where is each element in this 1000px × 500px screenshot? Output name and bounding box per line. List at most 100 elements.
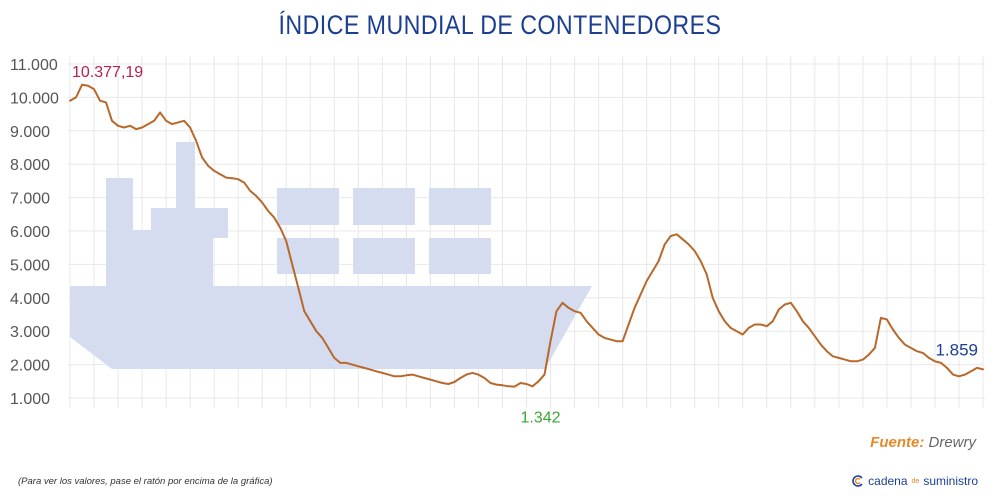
- data-point[interactable]: [272, 216, 276, 220]
- data-point[interactable]: [464, 373, 468, 377]
- data-point[interactable]: [182, 119, 186, 123]
- data-point[interactable]: [128, 124, 132, 128]
- data-point[interactable]: [98, 99, 102, 103]
- data-point[interactable]: [693, 249, 697, 253]
- data-point[interactable]: [705, 272, 709, 276]
- data-point[interactable]: [603, 336, 607, 340]
- data-point[interactable]: [795, 309, 799, 313]
- data-point[interactable]: [621, 339, 625, 343]
- data-point[interactable]: [512, 385, 516, 389]
- data-point[interactable]: [855, 359, 859, 363]
- data-point[interactable]: [308, 319, 312, 323]
- data-point[interactable]: [981, 367, 985, 371]
- data-point[interactable]: [236, 177, 240, 181]
- data-point[interactable]: [663, 242, 667, 246]
- data-point[interactable]: [398, 374, 402, 378]
- data-point[interactable]: [723, 319, 727, 323]
- data-point[interactable]: [356, 364, 360, 368]
- data-point[interactable]: [531, 384, 535, 388]
- data-point[interactable]: [645, 279, 649, 283]
- data-point[interactable]: [891, 328, 895, 332]
- data-point[interactable]: [404, 373, 408, 377]
- data-point[interactable]: [482, 376, 486, 380]
- data-point[interactable]: [561, 301, 565, 305]
- data-point[interactable]: [885, 318, 889, 322]
- data-point[interactable]: [140, 125, 144, 129]
- data-point[interactable]: [909, 346, 913, 350]
- data-point[interactable]: [543, 373, 547, 377]
- data-point[interactable]: [488, 381, 492, 385]
- data-point[interactable]: [284, 239, 288, 243]
- data-point[interactable]: [452, 380, 456, 384]
- data-point[interactable]: [368, 368, 372, 372]
- data-point[interactable]: [326, 346, 330, 350]
- data-point[interactable]: [657, 259, 661, 263]
- data-point[interactable]: [242, 181, 246, 185]
- data-point[interactable]: [266, 209, 270, 213]
- data-point[interactable]: [338, 361, 342, 365]
- data-point[interactable]: [116, 124, 120, 128]
- data-point[interactable]: [627, 323, 631, 327]
- data-point[interactable]: [152, 119, 156, 123]
- data-point[interactable]: [549, 339, 553, 343]
- data-point[interactable]: [158, 110, 162, 114]
- data-point[interactable]: [747, 326, 751, 330]
- data-point[interactable]: [428, 378, 432, 382]
- data-point[interactable]: [573, 309, 577, 313]
- data-point[interactable]: [579, 311, 583, 315]
- data-point[interactable]: [230, 176, 234, 180]
- data-point[interactable]: [122, 125, 126, 129]
- data-point[interactable]: [615, 339, 619, 343]
- data-point[interactable]: [753, 323, 757, 327]
- data-point[interactable]: [188, 125, 192, 129]
- data-point[interactable]: [873, 346, 877, 350]
- data-point[interactable]: [903, 343, 907, 347]
- data-point[interactable]: [146, 122, 150, 126]
- data-point[interactable]: [759, 323, 763, 327]
- data-point[interactable]: [392, 374, 396, 378]
- data-point[interactable]: [789, 301, 793, 305]
- data-point[interactable]: [350, 363, 354, 367]
- data-point[interactable]: [506, 384, 510, 388]
- data-point[interactable]: [164, 119, 168, 123]
- data-point[interactable]: [176, 120, 180, 124]
- data-point[interactable]: [969, 369, 973, 373]
- data-point[interactable]: [975, 366, 979, 370]
- data-point[interactable]: [633, 306, 637, 310]
- data-point[interactable]: [500, 383, 504, 387]
- data-point[interactable]: [699, 259, 703, 263]
- data-point[interactable]: [537, 379, 541, 383]
- data-point[interactable]: [290, 262, 294, 266]
- data-point[interactable]: [555, 309, 559, 313]
- data-point[interactable]: [440, 381, 444, 385]
- data-point[interactable]: [218, 172, 222, 176]
- data-point[interactable]: [416, 374, 420, 378]
- data-point[interactable]: [933, 359, 937, 363]
- data-point[interactable]: [254, 194, 258, 198]
- data-point[interactable]: [957, 374, 961, 378]
- data-point[interactable]: [344, 361, 348, 365]
- data-point[interactable]: [867, 353, 871, 357]
- data-point[interactable]: [837, 356, 841, 360]
- data-point[interactable]: [741, 333, 745, 337]
- data-point[interactable]: [567, 306, 571, 310]
- data-point[interactable]: [110, 119, 114, 123]
- data-point[interactable]: [591, 326, 595, 330]
- brand-logo[interactable]: cadena de suministro: [852, 474, 978, 488]
- data-point[interactable]: [212, 169, 216, 173]
- data-point[interactable]: [248, 189, 252, 193]
- data-point[interactable]: [735, 329, 739, 333]
- data-point[interactable]: [458, 376, 462, 380]
- data-point[interactable]: [861, 358, 865, 362]
- data-point[interactable]: [476, 373, 480, 377]
- data-point[interactable]: [80, 83, 84, 87]
- series-line[interactable]: [69, 83, 984, 388]
- data-point[interactable]: [206, 164, 210, 168]
- data-point[interactable]: [681, 237, 685, 241]
- data-point[interactable]: [494, 383, 498, 387]
- data-point[interactable]: [849, 359, 853, 363]
- data-point[interactable]: [278, 226, 282, 230]
- data-point[interactable]: [410, 373, 414, 377]
- data-point[interactable]: [669, 234, 673, 238]
